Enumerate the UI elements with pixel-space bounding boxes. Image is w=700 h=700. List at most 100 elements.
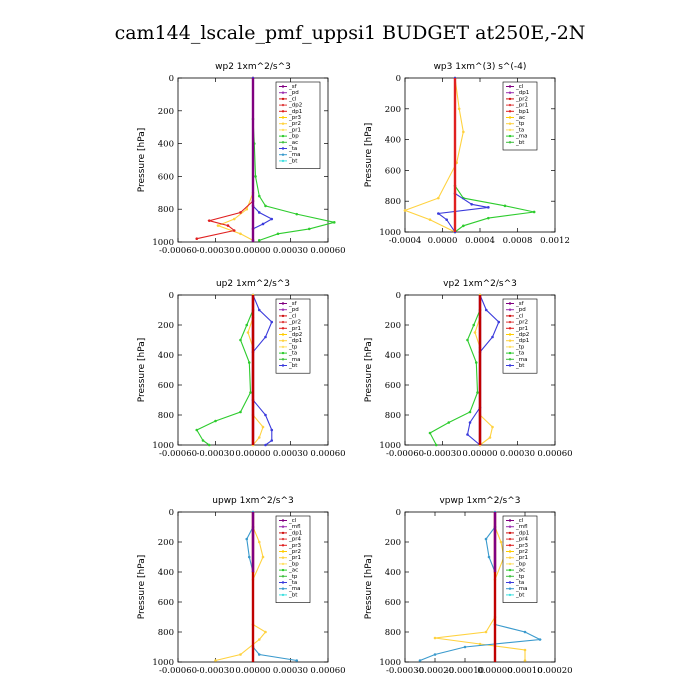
y-axis-label: Pressure [hPa] — [364, 555, 374, 620]
x-tick-label: -0.00010 — [446, 666, 484, 676]
legend-entry: _tp — [288, 574, 298, 580]
data-point — [257, 653, 261, 656]
legend-entry: _pd — [288, 90, 299, 96]
legend-entry: _dp1 — [515, 530, 529, 536]
y-tick-label: 1000 — [152, 441, 174, 451]
legend-marker — [508, 358, 512, 361]
data-point — [239, 410, 242, 414]
legend-marker — [281, 97, 285, 101]
data-point — [487, 555, 491, 559]
legend-entry: _tp — [515, 121, 525, 127]
legend-marker — [508, 314, 512, 318]
legend-marker — [281, 550, 285, 553]
legend-entry: _dp1 — [515, 90, 529, 96]
page-title: cam144_lscale_pmf_uppsi1 BUDGET at250E,-… — [114, 22, 586, 44]
legend-entry: _sf — [515, 301, 525, 307]
y-tick-label: 0 — [169, 291, 174, 301]
legend-entry: _bt — [288, 592, 298, 598]
legend-marker — [281, 110, 285, 113]
y-tick-label: 200 — [385, 538, 401, 548]
legend-entry: _pr1 — [515, 326, 528, 332]
data-point — [433, 636, 437, 640]
legend-marker — [508, 103, 512, 107]
y-axis-label: Pressure [hPa] — [364, 123, 374, 188]
data-point — [239, 211, 242, 214]
legend-marker — [281, 153, 285, 156]
legend-entry: _ma — [515, 134, 527, 140]
legend-marker — [508, 364, 512, 367]
x-tick-label: 0.0004 — [465, 236, 495, 246]
series-line-3 — [196, 78, 254, 240]
chart-panel-6: vpwp 1xm^2/s^3 Pressure [hPa] 0 200 400 600 80… — [364, 496, 573, 676]
y-axis-label: Pressure [hPa] — [137, 338, 147, 403]
x-tick-label: 0.00060 — [310, 666, 345, 676]
legend-entry: _mfl — [515, 524, 528, 530]
legend-marker — [281, 91, 285, 94]
x-tick-label: 0.00000 — [235, 449, 270, 459]
legend-entry: _dp1 — [288, 109, 302, 115]
chart-panel-3: up2 1xm^2/s^3 Pressure [hPa] 0 200 400 600 800… — [137, 279, 346, 459]
panel-title: upwp 1xm^2/s^3 — [212, 496, 293, 506]
legend-entry: _cl — [288, 313, 297, 319]
x-tick-label: -0.00030 — [196, 246, 234, 256]
data-point — [264, 413, 267, 417]
legend-marker — [281, 308, 285, 311]
legend-entry: _pr1 — [515, 555, 528, 561]
data-point — [264, 630, 267, 634]
legend-entry: _bt — [515, 140, 525, 146]
legend-entry: _ta — [515, 351, 524, 357]
x-tick-label: 0.00010 — [507, 666, 542, 676]
x-tick-label: 0.00030 — [273, 666, 308, 676]
y-tick-label: 0 — [169, 74, 174, 84]
legend-entry: _sf — [288, 301, 298, 307]
legend-marker — [508, 587, 512, 590]
x-tick-label: -0.00060 — [159, 449, 197, 459]
legend-entry: _bp — [515, 561, 526, 567]
legend-entry: _cl — [515, 84, 524, 90]
legend-entry: _ma — [515, 586, 527, 592]
data-point — [201, 439, 205, 442]
legend-marker — [281, 587, 285, 590]
legend-marker — [508, 91, 512, 94]
data-point — [226, 224, 230, 227]
data-point — [295, 659, 299, 662]
y-tick-label: 1000 — [152, 238, 174, 248]
data-point — [276, 232, 280, 236]
x-tick-label: 0.00060 — [310, 246, 345, 256]
data-point — [264, 335, 267, 339]
legend-marker — [281, 103, 285, 107]
series-line-3 — [474, 295, 494, 446]
legend-marker — [508, 320, 512, 324]
y-tick-label: 0 — [169, 508, 174, 518]
series-line-1 — [215, 512, 267, 662]
data-point — [434, 443, 438, 447]
data-point — [270, 217, 274, 221]
legend-entry: _bt — [515, 363, 525, 369]
legend-marker — [508, 333, 512, 336]
legend-entry: _ac — [288, 568, 298, 574]
legend-entry: _bt — [288, 158, 298, 164]
legend-marker — [508, 550, 512, 553]
y-tick-label: 400 — [385, 351, 401, 361]
legend-entry: _bp1 — [515, 109, 529, 115]
data-point — [270, 320, 274, 324]
chart-panel-4: vp2 1xm^2/s^3 Pressure [hPa] 0 200 400 600 800… — [364, 279, 573, 459]
legend-entry: _pr3 — [515, 543, 529, 549]
y-tick-label: 1000 — [379, 441, 401, 451]
legend-entry: _pr4 — [515, 537, 529, 543]
legend-entry: _dp1 — [288, 530, 302, 536]
series-line-1 — [196, 295, 254, 446]
legend-entry: _ac — [515, 115, 525, 121]
data-point — [445, 218, 448, 221]
data-point — [523, 659, 527, 662]
data-point — [463, 645, 467, 649]
y-tick-label: 200 — [385, 105, 401, 115]
legend-entry: _bp — [288, 134, 299, 140]
legend-entry: _pr2 — [515, 320, 528, 326]
legend-marker — [508, 134, 512, 138]
x-tick-label: 0.0000 — [428, 236, 458, 246]
legend-marker — [508, 110, 512, 113]
legend-entry: _mfl — [288, 524, 301, 530]
legend-marker — [508, 128, 512, 132]
y-tick-label: 0 — [396, 291, 401, 301]
